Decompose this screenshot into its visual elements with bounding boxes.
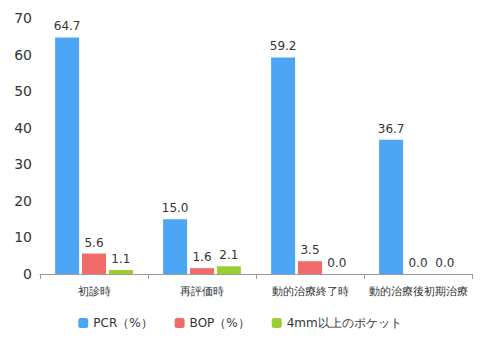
- svg-text:36.7: 36.7: [378, 122, 405, 136]
- svg-text:59.2: 59.2: [270, 39, 297, 53]
- svg-text:0: 0: [23, 266, 32, 282]
- svg-text:0.0: 0.0: [327, 256, 346, 270]
- svg-text:0.0: 0.0: [435, 256, 454, 270]
- svg-text:50: 50: [14, 83, 32, 99]
- svg-text:1.6: 1.6: [192, 250, 211, 264]
- svg-text:動的治療後初期治療: 動的治療後初期治療: [369, 285, 468, 298]
- svg-text:4mm以上のポケット: 4mm以上のポケット: [287, 316, 402, 330]
- svg-text:再評価時: 再評価時: [180, 285, 224, 298]
- svg-text:15.0: 15.0: [162, 201, 189, 215]
- svg-text:初診時: 初診時: [78, 285, 111, 298]
- svg-text:64.7: 64.7: [54, 19, 81, 33]
- svg-text:40: 40: [14, 120, 32, 136]
- svg-text:1.1: 1.1: [111, 252, 130, 266]
- svg-text:20: 20: [14, 193, 32, 209]
- svg-text:70: 70: [14, 10, 32, 26]
- svg-text:0.0: 0.0: [408, 256, 427, 270]
- svg-text:BOP（%）: BOP（%）: [190, 316, 250, 330]
- svg-text:2.1: 2.1: [219, 248, 238, 262]
- svg-text:動的治療終了時: 動的治療終了時: [272, 285, 349, 298]
- svg-text:10: 10: [14, 229, 32, 245]
- svg-text:PCR（%）: PCR（%）: [93, 316, 152, 330]
- svg-text:5.6: 5.6: [84, 236, 103, 250]
- svg-text:3.5: 3.5: [300, 243, 319, 257]
- svg-text:60: 60: [14, 47, 32, 63]
- svg-text:30: 30: [14, 156, 32, 172]
